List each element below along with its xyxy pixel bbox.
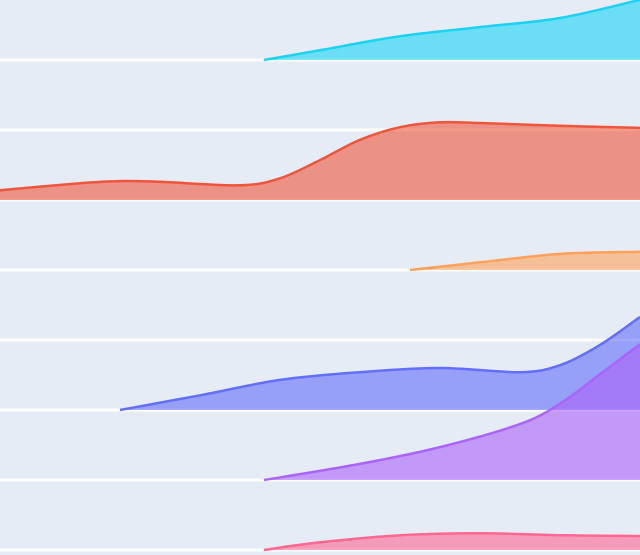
ridge-line	[263, 531, 640, 552]
ridge-line	[0, 120, 640, 192]
ridge-line	[409, 250, 640, 272]
ridge-area	[264, 533, 640, 550]
ridge-area	[410, 251, 640, 270]
ridge-line	[119, 315, 640, 412]
ridge-line	[263, 343, 640, 482]
ridge-area	[264, 344, 640, 480]
ridge-line	[263, 0, 640, 62]
ridge-area	[120, 316, 640, 410]
ridge-area	[264, 0, 640, 60]
